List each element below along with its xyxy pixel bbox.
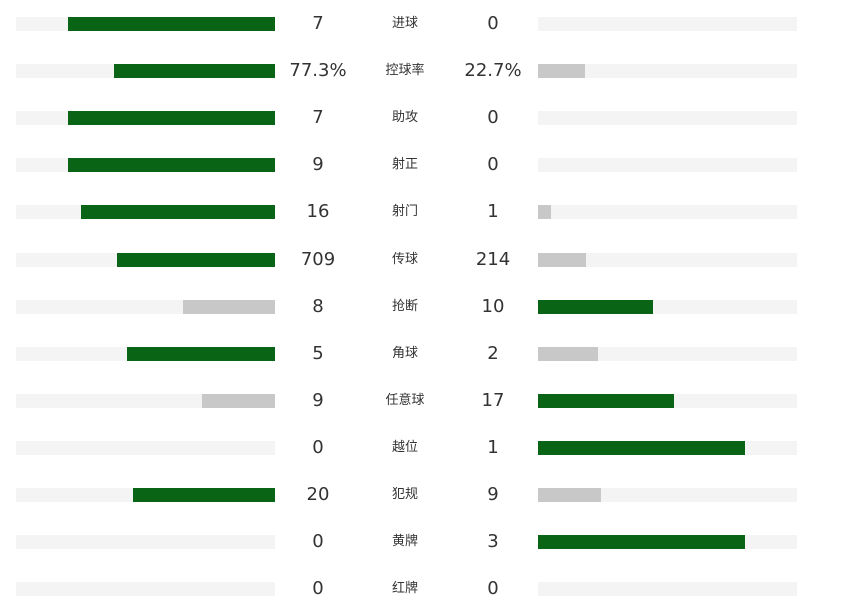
home-value: 9 [312, 389, 324, 411]
stat-row: 0 越位 1 [0, 430, 852, 477]
home-value: 20 [306, 484, 330, 505]
away-value: 1 [487, 201, 499, 223]
home-bar-fill [127, 346, 275, 361]
away-bar-track [538, 158, 797, 173]
stat-label: 控球率 [385, 63, 425, 79]
stat-label: 射门 [391, 204, 418, 220]
away-value: 0 [487, 154, 499, 176]
home-bar-fill [202, 393, 275, 408]
away-bar-track [538, 205, 797, 220]
stat-row: 7 进球 0 [0, 6, 852, 53]
home-bar-track [16, 252, 275, 267]
home-bar-track [16, 205, 275, 220]
away-bar-track [538, 17, 797, 31]
stat-row: 0 黄牌 3 [0, 524, 852, 571]
stat-label: 传球 [391, 251, 418, 267]
away-bar-fill [538, 535, 746, 550]
away-bar-track [538, 440, 797, 455]
away-bar-fill [538, 64, 585, 79]
home-value: 7 [312, 13, 324, 34]
home-bar-track [16, 111, 275, 126]
home-bar-track [16, 393, 275, 408]
stat-row: 9 射正 0 [0, 147, 852, 194]
home-value: 0 [312, 531, 324, 553]
home-bar-fill [67, 158, 275, 173]
away-value: 22.7% [464, 60, 522, 82]
away-value: 10 [481, 295, 505, 317]
away-value: 214 [475, 248, 511, 270]
stat-row: 77.3% 控球率 22.7% [0, 53, 852, 100]
stat-row: 16 射门 1 [0, 194, 852, 241]
away-bar-fill [538, 393, 674, 408]
home-bar-track [16, 17, 275, 31]
away-bar-track [538, 111, 797, 126]
home-bar-track [16, 158, 275, 173]
stat-label: 角球 [391, 345, 418, 361]
stat-label: 射正 [391, 157, 418, 173]
home-bar-track [16, 299, 275, 314]
home-value: 0 [312, 578, 324, 600]
home-bar-fill [117, 252, 275, 267]
away-bar-track [538, 582, 797, 597]
home-bar-track [16, 440, 275, 455]
away-bar-track [538, 393, 797, 408]
away-bar-track [538, 346, 797, 361]
stat-label: 任意球 [385, 392, 425, 408]
home-value: 7 [312, 107, 324, 129]
away-bar-track [538, 64, 797, 79]
away-bar-track [538, 535, 797, 550]
home-bar-fill [67, 111, 275, 126]
away-bar-fill [538, 488, 602, 502]
home-bar-fill [132, 488, 275, 502]
home-value: 16 [306, 201, 330, 223]
away-bar-fill [538, 252, 586, 267]
home-value: 5 [312, 342, 324, 364]
stat-label: 越位 [391, 439, 418, 455]
stat-row: 709 传球 214 [0, 242, 852, 289]
home-bar-fill [80, 205, 275, 220]
stat-row: 5 角球 2 [0, 336, 852, 383]
stat-label: 犯规 [391, 487, 418, 502]
stat-row: 7 助攻 0 [0, 100, 852, 147]
away-value: 0 [487, 578, 499, 600]
stat-row: 8 抢断 10 [0, 289, 852, 336]
home-value: 77.3% [289, 60, 347, 82]
home-bar-track [16, 582, 275, 597]
away-value: 9 [487, 484, 499, 505]
stat-label: 红牌 [391, 581, 418, 597]
home-value: 0 [312, 436, 324, 458]
home-value: 709 [300, 248, 336, 270]
home-bar-fill [114, 64, 275, 79]
stat-label: 助攻 [391, 110, 418, 126]
away-bar-track [538, 252, 797, 267]
away-bar-track [538, 299, 797, 314]
home-bar-track [16, 64, 275, 79]
away-value: 0 [487, 13, 499, 34]
away-bar-fill [538, 440, 746, 455]
stat-row: 0 红牌 0 [0, 571, 852, 600]
away-value: 17 [481, 389, 505, 411]
away-value: 3 [487, 531, 499, 553]
away-bar-fill [538, 346, 598, 361]
stat-label: 抢断 [391, 298, 418, 314]
home-bar-fill [183, 299, 275, 314]
stat-label: 进球 [391, 16, 418, 31]
home-value: 9 [312, 154, 324, 176]
away-value: 0 [487, 107, 499, 129]
home-bar-track [16, 346, 275, 361]
stat-label: 黄牌 [391, 534, 418, 550]
home-bar-track [16, 488, 275, 502]
away-value: 2 [487, 342, 499, 364]
away-value: 1 [487, 436, 499, 458]
stat-row: 9 任意球 17 [0, 383, 852, 430]
home-value: 8 [312, 295, 324, 317]
home-bar-fill [67, 17, 275, 31]
stat-row: 20 犯规 9 [0, 477, 852, 524]
away-bar-fill [538, 299, 654, 314]
home-bar-track [16, 535, 275, 550]
away-bar-fill [538, 205, 551, 220]
away-bar-track [538, 488, 797, 502]
